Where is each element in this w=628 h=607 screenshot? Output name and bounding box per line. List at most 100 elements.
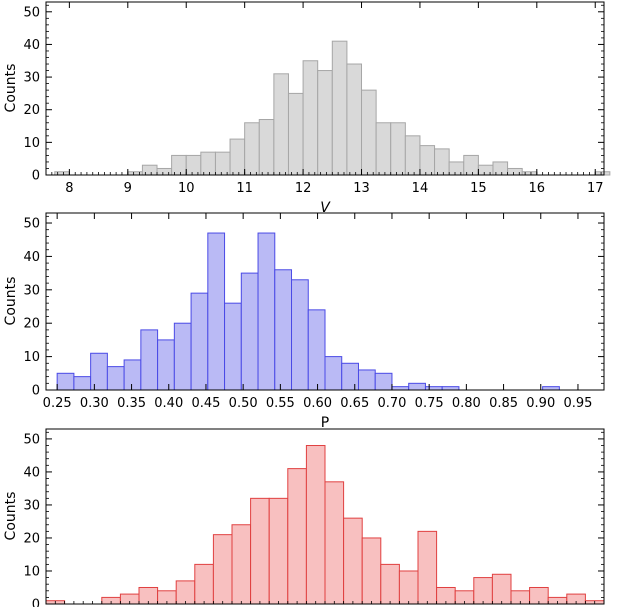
x-tick-label: 9 xyxy=(124,181,132,196)
histogram-bar xyxy=(391,386,410,391)
histogram-bar xyxy=(240,272,259,391)
x-tick-label: 15 xyxy=(470,181,487,196)
x-tick-label: 0.80 xyxy=(452,396,481,411)
x-tick-label: 0.85 xyxy=(489,396,518,411)
histogram-panel-2: 0 10 20 30 40 50 0.25 0.30 0.35 0.40 0.45 0.50 0.55 0… xyxy=(3,212,605,431)
y-tick-label: 40 xyxy=(23,38,40,53)
x-axis-label: V xyxy=(320,200,331,216)
histogram-bar xyxy=(212,534,233,605)
x-axis-label: P xyxy=(321,415,329,431)
y-tick-label: 10 xyxy=(23,350,40,365)
x-tick-label: 13 xyxy=(353,181,370,196)
histogram-bar xyxy=(194,563,214,605)
y-tick-label: 30 xyxy=(23,283,40,298)
histogram-bar xyxy=(90,352,108,391)
histogram-bar xyxy=(463,154,479,176)
histogram-bar xyxy=(157,339,175,391)
y-tick-label: 0 xyxy=(32,169,40,184)
histogram-bar xyxy=(287,92,304,176)
histogram-bar xyxy=(141,164,158,176)
histogram-bar xyxy=(417,530,438,605)
y-tick-label: 50 xyxy=(23,217,40,232)
y-tick-label: 20 xyxy=(23,317,40,332)
histogram-panel-3: 0 10 20 30 40 50 Counts xyxy=(3,428,605,607)
x-tick-label: 0.30 xyxy=(80,396,109,411)
x-tick-label: 0.45 xyxy=(191,396,220,411)
histogram-bar xyxy=(361,89,377,176)
x-tick-label: 0.75 xyxy=(415,396,444,411)
histogram-bar xyxy=(173,322,192,391)
y-tick-label: 20 xyxy=(23,103,40,118)
histogram-bar xyxy=(357,369,376,391)
y-tick-label: 40 xyxy=(23,250,40,265)
y-tick-label: 50 xyxy=(23,432,40,447)
x-tick-label: 12 xyxy=(295,181,312,196)
histogram-bar xyxy=(374,372,393,391)
x-tick-label: 0.50 xyxy=(229,396,258,411)
plot-frame xyxy=(45,212,605,391)
histogram-bar xyxy=(106,366,125,391)
histogram-bar xyxy=(140,329,159,391)
y-tick-label: 10 xyxy=(23,564,40,579)
x-tick-label: 0.60 xyxy=(303,396,332,411)
histogram-bar xyxy=(307,309,326,391)
y-axis-label: Counts xyxy=(3,277,19,326)
x-tick-label: 0.90 xyxy=(526,396,555,411)
y-tick-label: 0 xyxy=(32,598,40,607)
histogram-bar xyxy=(542,386,560,391)
histogram-bar xyxy=(398,570,419,605)
histogram-bar xyxy=(331,40,348,176)
x-tick-label: 14 xyxy=(412,181,429,196)
y-tick-label: 50 xyxy=(23,5,40,20)
y-tick-label: 30 xyxy=(23,498,40,513)
histogram-bar xyxy=(156,167,173,176)
histogram-bar xyxy=(361,537,382,605)
histogram-bar xyxy=(229,138,246,176)
x-tick-label: 0.95 xyxy=(563,396,592,411)
histogram-bar xyxy=(448,161,465,176)
y-axis-label: Counts xyxy=(3,64,19,113)
x-tick-label: 8 xyxy=(65,181,73,196)
y-tick-label: 0 xyxy=(32,384,40,399)
histogram-bar xyxy=(231,524,252,605)
histogram-bar xyxy=(380,563,400,605)
histogram-bar xyxy=(473,577,493,605)
histogram-bar xyxy=(324,356,343,391)
histogram-bar xyxy=(73,376,92,391)
histogram-bar xyxy=(200,151,216,176)
histogram-bar xyxy=(346,63,363,176)
y-tick-label: 40 xyxy=(23,465,40,480)
histogram-bar xyxy=(273,73,289,176)
histogram-bar xyxy=(171,154,187,176)
histogram-bar xyxy=(123,359,142,391)
histogram-bar xyxy=(424,386,443,391)
x-tick-label: 0.55 xyxy=(266,396,295,411)
x-tick-label: 11 xyxy=(236,181,253,196)
histogram-bar xyxy=(257,232,276,391)
x-tick-label: 0.65 xyxy=(340,396,369,411)
histogram-bar xyxy=(375,122,392,176)
histogram-bar xyxy=(175,580,196,605)
x-tick-label: 0.40 xyxy=(154,396,183,411)
histogram-bar xyxy=(287,468,307,605)
histogram-bar xyxy=(302,60,319,176)
histogram-bar xyxy=(434,148,450,176)
histogram-bar xyxy=(343,517,363,605)
histogram-bar xyxy=(244,122,260,176)
histogram-bar xyxy=(492,161,509,176)
y-tick-label: 30 xyxy=(23,71,40,86)
y-axis-label: Counts xyxy=(3,492,19,541)
x-tick-label: 0.35 xyxy=(117,396,146,411)
histogram-bar xyxy=(214,151,231,176)
x-tick-label: 16 xyxy=(529,181,546,196)
x-tick-label: 10 xyxy=(178,181,195,196)
x-tick-label: 17 xyxy=(587,181,604,196)
histogram-bar xyxy=(274,269,293,391)
plot-frame xyxy=(45,1,605,176)
histogram-bar xyxy=(224,302,242,391)
histogram-bar xyxy=(408,382,426,391)
y-tick-label: 10 xyxy=(23,136,40,151)
y-tick-label: 20 xyxy=(23,531,40,546)
histogram-bar xyxy=(56,372,75,391)
